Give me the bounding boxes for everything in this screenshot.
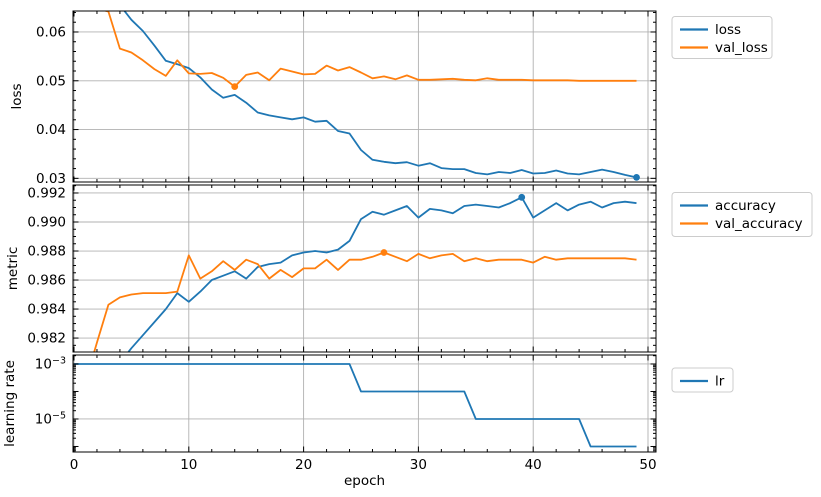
- legend-item-val_loss: val_loss: [680, 40, 768, 56]
- best-epoch-marker-val_accuracy: [380, 249, 388, 256]
- x-tick-label: 0: [70, 457, 79, 473]
- legend-item-val_accuracy: val_accuracy: [680, 216, 803, 232]
- legend-label: lr: [715, 374, 725, 390]
- legend-0: loss val_loss: [671, 16, 773, 59]
- legend-1: accuracy val_accuracy: [671, 192, 813, 237]
- y-tick-label: 0.04: [36, 122, 66, 138]
- legend-item-accuracy: accuracy: [680, 198, 776, 214]
- x-tick-label: 30: [410, 457, 427, 473]
- legend-label: loss: [715, 22, 741, 38]
- y-tick-label: 0.06: [36, 24, 66, 40]
- y-tick-label: 0.990: [27, 214, 66, 230]
- series-line-accuracy: [127, 196, 637, 352]
- legend-2: lr: [671, 367, 734, 393]
- y-tick-label: 10−3: [35, 355, 66, 372]
- axis-ticks: [73, 185, 656, 352]
- series-line-loss: [123, 11, 637, 179]
- y-tick-labels: 0.982 0.984 0.986 0.988 0.990 0.992: [27, 185, 66, 346]
- y-axis-label-0: loss: [9, 83, 25, 109]
- y-axis-label-1: metric: [5, 247, 21, 290]
- legend-label: accuracy: [715, 198, 776, 214]
- series-line-lr: [74, 363, 637, 448]
- y-tick-label: 0.03: [36, 171, 66, 187]
- axis-ticks: [73, 11, 656, 182]
- subplot-loss: 0.03 0.04 0.05 0.06 loss loss val_loss: [9, 10, 773, 187]
- y-axis-label-2: learning rate: [2, 360, 18, 447]
- x-tick-labels: 0 10 20 30 40 50: [70, 457, 657, 473]
- gridlines: [73, 11, 656, 182]
- gridlines: [73, 185, 656, 352]
- legend-label: val_loss: [715, 40, 768, 56]
- subplot-learning-rate: 10−3 10−5 learning rate lr 0 10 20 30 40 50: [2, 354, 734, 473]
- y-tick-label: 0.992: [27, 185, 66, 201]
- x-tick-label: 50: [639, 457, 656, 473]
- legend-box: [671, 192, 813, 237]
- series-lines: [102, 11, 640, 181]
- x-tick-label: 20: [295, 457, 312, 473]
- plot-border: [72, 354, 657, 453]
- y-tick-label: 10−5: [35, 410, 66, 427]
- axis-ticks: [73, 355, 656, 452]
- y-tick-label: 0.986: [27, 273, 66, 289]
- best-epoch-marker-val_loss: [231, 83, 239, 91]
- subplot-metric: 0.982 0.984 0.986 0.988 0.990 0.992 metric accu…: [5, 184, 813, 353]
- best-epoch-marker-loss: [633, 173, 640, 181]
- y-tick-labels: 10−3 10−5: [35, 355, 66, 427]
- plot-border: [72, 184, 657, 353]
- series-line-val_accuracy: [93, 251, 637, 352]
- best-epoch-marker-accuracy: [518, 193, 526, 201]
- legend-item-loss: loss: [680, 22, 741, 38]
- x-tick-label: 10: [180, 457, 197, 473]
- x-axis-label: epoch: [343, 473, 386, 489]
- legend-label: val_accuracy: [715, 216, 803, 232]
- y-tick-label: 0.982: [27, 331, 66, 347]
- y-tick-label: 0.984: [27, 302, 66, 318]
- y-tick-labels: 0.03 0.04 0.05 0.06: [36, 24, 66, 186]
- y-tick-label: 0.05: [36, 73, 66, 89]
- series-line-val_loss: [102, 11, 637, 88]
- series-lines: [93, 193, 637, 352]
- gridlines: [73, 355, 656, 452]
- plot-border: [72, 10, 657, 183]
- legend-item-lr: lr: [680, 374, 725, 390]
- y-tick-label: 0.988: [27, 244, 66, 260]
- x-tick-label: 40: [525, 457, 542, 473]
- series-lines: [74, 363, 637, 448]
